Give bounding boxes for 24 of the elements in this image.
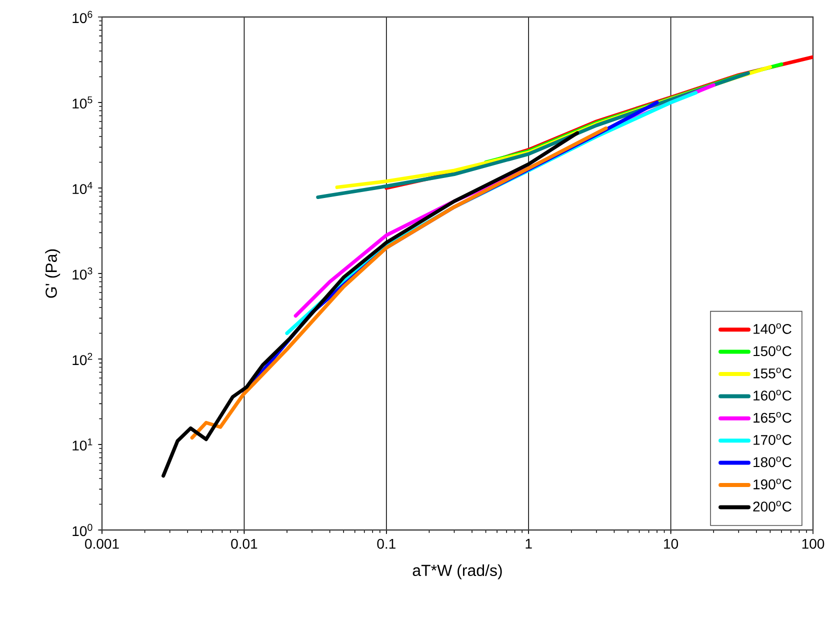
legend-label: 200$^{o}$C bbox=[753, 500, 792, 512]
legend-label: 140$^{o}$C bbox=[754, 323, 792, 334]
x-tick-label: 0.1 bbox=[377, 538, 396, 549]
legend-label: 180$^{o}$C bbox=[754, 456, 792, 468]
legend-label: 150$^{o}$C bbox=[754, 346, 792, 356]
y-tick-label: 10$^{6}$ bbox=[72, 10, 92, 24]
y-tick-label: 10$^{5}$ bbox=[72, 96, 92, 109]
y-tick-label: 10$^{4}$ bbox=[72, 182, 92, 194]
y-tick-label: 10$^{3}$ bbox=[72, 267, 92, 280]
legend-label: 165$^{o}$C bbox=[754, 412, 792, 423]
x-axis-title: aT*W (rad/s) bbox=[412, 564, 502, 580]
y-axis-title: G' (Pa) bbox=[45, 249, 60, 298]
x-tick-label: 0.01 bbox=[231, 538, 258, 549]
x-tick-label: 10 bbox=[664, 538, 678, 549]
legend-label: 155$^{o}$C bbox=[754, 368, 792, 378]
y-tick-label: 10$^{0}$ bbox=[72, 524, 92, 536]
x-tick-label: 100 bbox=[802, 538, 824, 549]
legend-label: 160$^{o}$C bbox=[754, 390, 792, 401]
legend-label: 170$^{o}$C bbox=[754, 434, 792, 445]
x-tick-label: 0.001 bbox=[85, 538, 119, 549]
legend-label: 190$^{o}$C bbox=[754, 478, 792, 490]
x-tick-label: 1 bbox=[526, 538, 532, 548]
y-tick-label: 10$^{2}$ bbox=[72, 352, 92, 366]
y-tick-label: 10$^{1}$ bbox=[72, 438, 92, 451]
